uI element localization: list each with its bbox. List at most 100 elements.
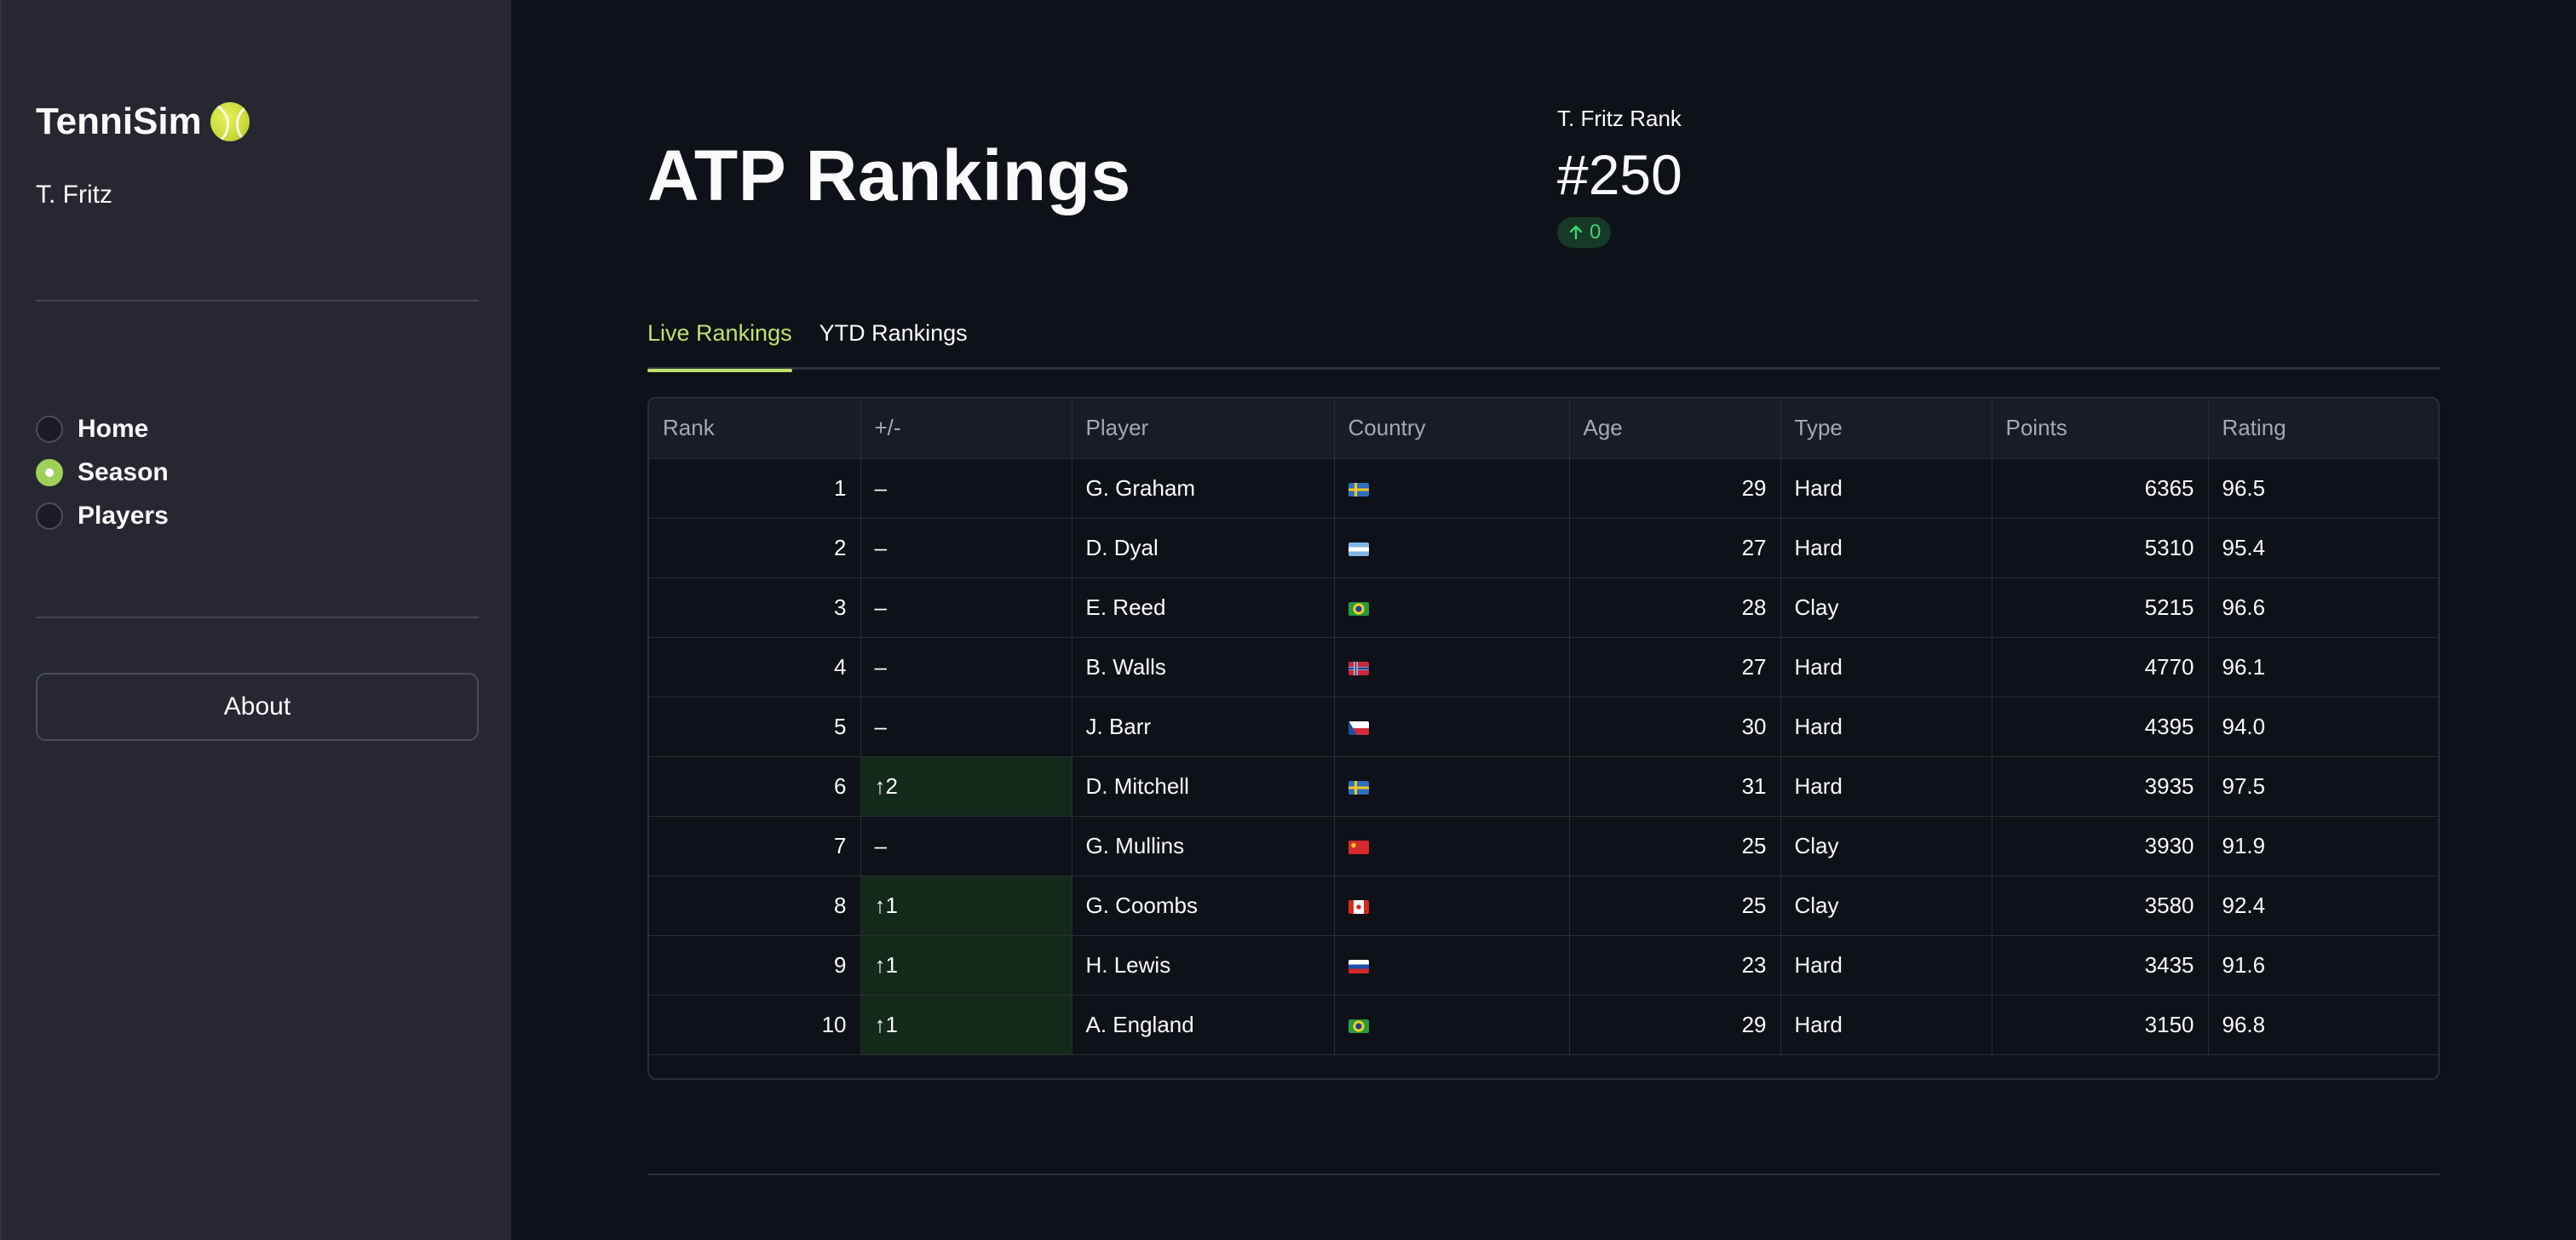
points-cell[interactable]: 4395 xyxy=(1992,697,2209,757)
country-cell[interactable] xyxy=(1334,816,1570,876)
country-cell[interactable] xyxy=(1334,458,1570,519)
points-cell[interactable]: 3935 xyxy=(1992,756,2209,817)
rating-cell[interactable]: 91.6 xyxy=(2208,935,2438,996)
table-row[interactable]: 5– J. Barr 30 Hard 4395 94.0 xyxy=(649,697,2438,757)
country-cell[interactable] xyxy=(1334,518,1570,578)
change-cell[interactable]: ↑1 xyxy=(860,875,1072,936)
rating-cell[interactable]: 97.5 xyxy=(2208,756,2438,817)
rank-cell[interactable]: 7 xyxy=(649,816,861,876)
player-cell[interactable]: H. Lewis xyxy=(1072,935,1335,996)
column-header-age[interactable]: Age xyxy=(1569,399,1781,459)
type-cell[interactable]: Hard xyxy=(1780,637,1992,698)
table-row[interactable]: 4– B. Walls 27 Hard 4770 96.1 xyxy=(649,637,2438,698)
rankings-table[interactable]: Rank +/- Player Country Age Type Points … xyxy=(647,397,2440,1080)
age-cell[interactable]: 29 xyxy=(1569,458,1781,519)
column-header-change[interactable]: +/- xyxy=(860,399,1072,459)
column-header-country[interactable]: Country xyxy=(1334,399,1570,459)
rank-cell[interactable]: 2 xyxy=(649,518,861,578)
type-cell[interactable]: Clay xyxy=(1780,875,1992,936)
points-cell[interactable]: 6365 xyxy=(1992,458,2209,519)
rank-cell[interactable]: 3 xyxy=(649,577,861,638)
player-cell[interactable]: E. Reed xyxy=(1072,577,1335,638)
about-button[interactable]: About xyxy=(36,673,479,741)
age-cell[interactable]: 28 xyxy=(1569,577,1781,638)
age-cell[interactable]: 27 xyxy=(1569,637,1781,698)
table-row[interactable]: 8 ↑1 G. Coombs 25 Clay 3580 92.4 xyxy=(649,875,2438,936)
rank-cell[interactable]: 10 xyxy=(649,995,861,1055)
age-cell[interactable]: 30 xyxy=(1569,697,1781,757)
age-cell[interactable]: 31 xyxy=(1569,756,1781,817)
table-row[interactable]: 1– G. Graham 29 Hard 6365 96.5 xyxy=(649,458,2438,519)
player-cell[interactable]: A. England xyxy=(1072,995,1335,1055)
change-cell[interactable]: – xyxy=(860,518,1072,578)
nav-item-season[interactable]: Season xyxy=(36,451,169,494)
type-cell[interactable]: Hard xyxy=(1780,697,1992,757)
country-cell[interactable] xyxy=(1334,935,1570,996)
column-header-rating[interactable]: Rating xyxy=(2208,399,2438,459)
rating-cell[interactable]: 91.9 xyxy=(2208,816,2438,876)
rank-cell[interactable]: 4 xyxy=(649,637,861,698)
player-cell[interactable]: D. Mitchell xyxy=(1072,756,1335,817)
age-cell[interactable]: 25 xyxy=(1569,816,1781,876)
rating-cell[interactable]: 94.0 xyxy=(2208,697,2438,757)
change-cell[interactable]: – xyxy=(860,458,1072,519)
rank-cell[interactable]: 1 xyxy=(649,458,861,519)
player-cell[interactable]: D. Dyal xyxy=(1072,518,1335,578)
rating-cell[interactable]: 92.4 xyxy=(2208,875,2438,936)
country-cell[interactable] xyxy=(1334,875,1570,936)
points-cell[interactable]: 3150 xyxy=(1992,995,2209,1055)
points-cell[interactable]: 3930 xyxy=(1992,816,2209,876)
rank-cell[interactable]: 9 xyxy=(649,935,861,996)
change-cell[interactable]: – xyxy=(860,577,1072,638)
change-cell[interactable]: ↑1 xyxy=(860,995,1072,1055)
country-cell[interactable] xyxy=(1334,577,1570,638)
change-cell[interactable]: – xyxy=(860,697,1072,757)
rating-cell[interactable]: 96.6 xyxy=(2208,577,2438,638)
type-cell[interactable]: Clay xyxy=(1780,816,1992,876)
nav-item-home[interactable]: Home xyxy=(36,407,169,451)
age-cell[interactable]: 25 xyxy=(1569,875,1781,936)
nav-item-players[interactable]: Players xyxy=(36,494,169,537)
radio-season[interactable] xyxy=(36,458,63,486)
table-row[interactable]: 10 ↑1 A. England 29 Hard 3150 96.8 xyxy=(649,995,2438,1055)
age-cell[interactable]: 27 xyxy=(1569,518,1781,578)
rank-cell[interactable]: 6 xyxy=(649,756,861,817)
radio-home[interactable] xyxy=(36,415,63,443)
country-cell[interactable] xyxy=(1334,995,1570,1055)
rank-cell[interactable]: 5 xyxy=(649,697,861,757)
table-row[interactable]: 9 ↑1 H. Lewis 23 Hard 3435 91.6 xyxy=(649,935,2438,996)
tab-live-rankings[interactable]: Live Rankings xyxy=(647,307,792,372)
column-header-type[interactable]: Type xyxy=(1780,399,1992,459)
type-cell[interactable]: Hard xyxy=(1780,458,1992,519)
points-cell[interactable]: 3580 xyxy=(1992,875,2209,936)
table-row[interactable]: 3– E. Reed 28 Clay 5215 96.6 xyxy=(649,577,2438,638)
points-cell[interactable]: 4770 xyxy=(1992,637,2209,698)
player-cell[interactable]: G. Mullins xyxy=(1072,816,1335,876)
table-row[interactable]: 7– G. Mullins 25 Clay 3930 91.9 xyxy=(649,816,2438,876)
table-row[interactable]: 2– D. Dyal 27 Hard 5310 95.4 xyxy=(649,518,2438,578)
rating-cell[interactable]: 96.5 xyxy=(2208,458,2438,519)
table-row[interactable]: 6 ↑2 D. Mitchell 31 Hard 3935 97.5 xyxy=(649,756,2438,817)
type-cell[interactable]: Clay xyxy=(1780,577,1992,638)
age-cell[interactable]: 29 xyxy=(1569,995,1781,1055)
points-cell[interactable]: 5215 xyxy=(1992,577,2209,638)
column-header-player[interactable]: Player xyxy=(1072,399,1335,459)
tab-ytd-rankings[interactable]: YTD Rankings xyxy=(819,320,968,346)
rating-cell[interactable]: 96.8 xyxy=(2208,995,2438,1055)
column-header-rank[interactable]: Rank xyxy=(649,399,861,459)
country-cell[interactable] xyxy=(1334,697,1570,757)
type-cell[interactable]: Hard xyxy=(1780,995,1992,1055)
country-cell[interactable] xyxy=(1334,756,1570,817)
player-cell[interactable]: B. Walls xyxy=(1072,637,1335,698)
type-cell[interactable]: Hard xyxy=(1780,935,1992,996)
radio-players[interactable] xyxy=(36,502,63,530)
change-cell[interactable]: ↑1 xyxy=(860,935,1072,996)
player-cell[interactable]: G. Graham xyxy=(1072,458,1335,519)
points-cell[interactable]: 5310 xyxy=(1992,518,2209,578)
change-cell[interactable]: – xyxy=(860,637,1072,698)
type-cell[interactable]: Hard xyxy=(1780,518,1992,578)
rating-cell[interactable]: 95.4 xyxy=(2208,518,2438,578)
type-cell[interactable]: Hard xyxy=(1780,756,1992,817)
rank-cell[interactable]: 8 xyxy=(649,875,861,936)
points-cell[interactable]: 3435 xyxy=(1992,935,2209,996)
